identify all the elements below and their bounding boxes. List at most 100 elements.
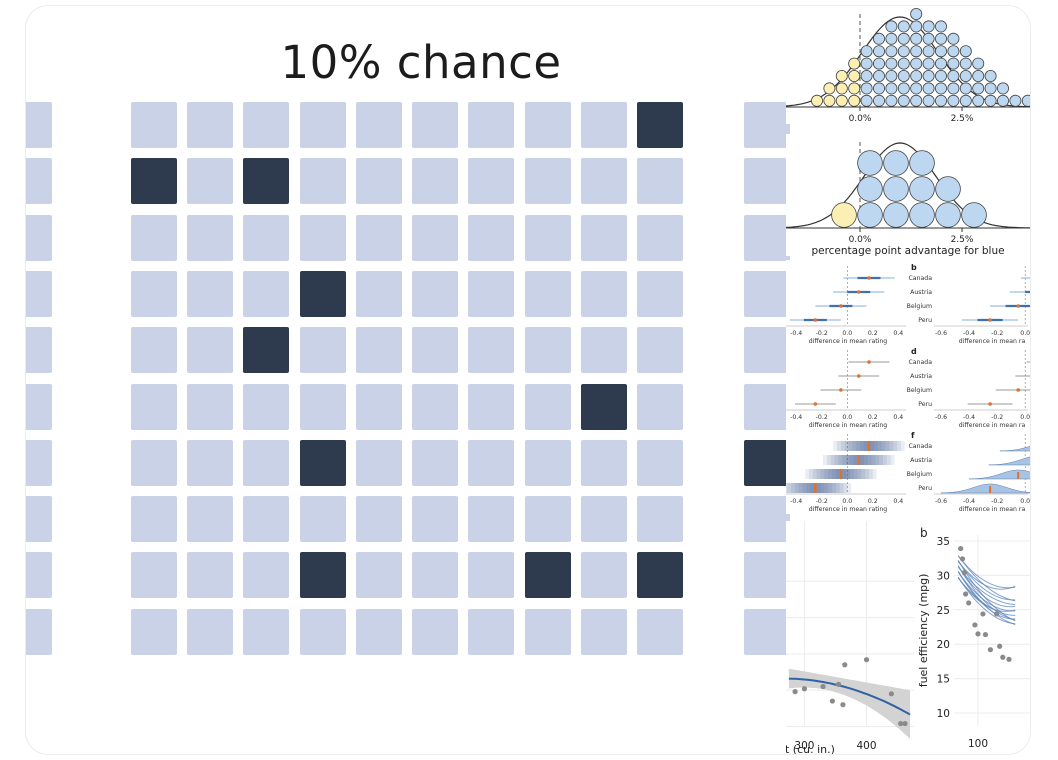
grid-cell-miss <box>187 496 233 543</box>
grid-cell-miss <box>243 552 289 599</box>
grid-cell-miss <box>412 552 458 599</box>
x-axis-label: difference in mean ra <box>959 506 1026 513</box>
grid-cell-miss <box>637 383 683 430</box>
grid-cell-miss <box>26 214 52 261</box>
category-label: Canada <box>908 359 932 366</box>
mean-mark <box>989 486 992 493</box>
grid-cell-miss <box>744 214 790 261</box>
displacement-panel: 300 400 t (cu. in.) <box>786 521 914 754</box>
dot <box>909 176 935 202</box>
grid-cell-miss <box>637 214 683 261</box>
grid-cell-hit <box>300 552 346 599</box>
x-tick-label: 400 <box>857 740 877 752</box>
dot <box>922 32 935 45</box>
dot <box>934 20 947 33</box>
dot <box>857 176 883 202</box>
dot <box>922 45 935 58</box>
dot <box>922 94 935 107</box>
category-label: Austria <box>910 373 932 380</box>
dot <box>996 94 1009 107</box>
grid-cell-miss <box>300 214 346 261</box>
grid-cell-miss <box>26 383 52 430</box>
grid-cell-miss <box>187 158 233 205</box>
density-shape <box>999 445 1030 452</box>
dot <box>972 82 985 95</box>
dot <box>897 20 910 33</box>
x-tick-label: 300 <box>794 740 814 752</box>
grid-cell-miss <box>300 158 346 205</box>
data-point <box>863 657 870 663</box>
dot <box>947 32 960 45</box>
dot <box>860 82 873 95</box>
data-point <box>980 611 986 617</box>
grid-cell-miss <box>131 439 177 486</box>
dot <box>972 70 985 83</box>
x-axis-label: t (cu. in.) <box>786 743 835 754</box>
dot <box>857 202 883 228</box>
mean-point <box>813 402 818 406</box>
grid-cell-hit <box>131 158 177 205</box>
grid-cell-miss <box>744 552 790 599</box>
category-label: Canada <box>908 275 932 282</box>
grid-cell-miss <box>744 496 790 543</box>
data-point <box>972 622 978 628</box>
dot <box>885 20 898 33</box>
category-label: Canada <box>908 443 932 450</box>
grid-cell-miss <box>187 608 233 655</box>
mean-point <box>856 290 861 294</box>
x-tick-label: 0.4 <box>893 330 903 337</box>
dotplot-small: 0.0% 2.5% <box>786 8 1030 124</box>
grid-cell-hit <box>581 383 627 430</box>
x-axis-label: difference in mean rating <box>809 506 888 513</box>
x-tick-label: 0.2 <box>868 330 878 337</box>
dot <box>922 70 935 83</box>
dot <box>922 82 935 95</box>
mean-rating-intervals: -0.4 -0.2 0.0 0.2 0.4 difference in mean rati… <box>786 263 1030 513</box>
data-point <box>792 689 798 695</box>
fuel-efficiency-panel: b fuel efficiency (mpg) 10 15 20 25 30 35 100 <box>914 521 1030 754</box>
grid-cell-miss <box>412 270 458 317</box>
hop-line <box>957 560 1016 601</box>
dot <box>857 150 883 176</box>
dot <box>909 202 935 228</box>
dotplot-large-panel: 0.0% 2.5% percentage point advantage for b… <box>786 134 1030 256</box>
dot <box>897 45 910 58</box>
x-axis-label: difference in mean ra <box>959 422 1026 429</box>
grid-cell-miss <box>356 102 402 148</box>
grid-cell-miss <box>300 496 346 543</box>
data-point <box>982 631 989 638</box>
dot <box>897 57 910 70</box>
dot <box>961 202 987 228</box>
grid-cell-miss <box>412 327 458 374</box>
mean-point <box>839 304 843 308</box>
grid-cell-miss <box>356 608 402 655</box>
grid-cell-miss <box>26 158 52 205</box>
hop-line <box>957 576 1016 625</box>
x-tick-label: -0.4 <box>790 498 802 505</box>
dot <box>873 82 886 95</box>
dot <box>910 70 923 83</box>
dot <box>885 57 898 70</box>
dot <box>947 82 960 95</box>
x-tick-label: -0.4 <box>963 414 975 421</box>
dotplot-small-panel: 0.0% 2.5% <box>786 6 1030 124</box>
grid-cell-miss <box>581 439 627 486</box>
y-tick-label: 20 <box>937 639 950 651</box>
dot <box>873 94 886 107</box>
grid-cell-miss <box>243 383 289 430</box>
grid-cell-miss <box>637 327 683 374</box>
grid-cell-miss <box>468 102 514 148</box>
grid-cell-hit <box>300 439 346 486</box>
x-tick-label: -0.6 <box>935 330 947 337</box>
grid-cell-miss <box>131 608 177 655</box>
x-tick-label: 0.0 <box>842 498 852 505</box>
grid-cell-miss <box>26 327 52 374</box>
grid-cell-miss <box>131 496 177 543</box>
grid-cell-miss <box>468 270 514 317</box>
y-tick-label: 35 <box>937 536 950 548</box>
x-tick-label: -0.6 <box>935 414 947 421</box>
x-tick-label: 2.5% <box>951 114 974 124</box>
category-label: Austria <box>910 457 932 464</box>
x-tick-label: 0.0 <box>1020 330 1030 337</box>
dot <box>909 150 935 176</box>
